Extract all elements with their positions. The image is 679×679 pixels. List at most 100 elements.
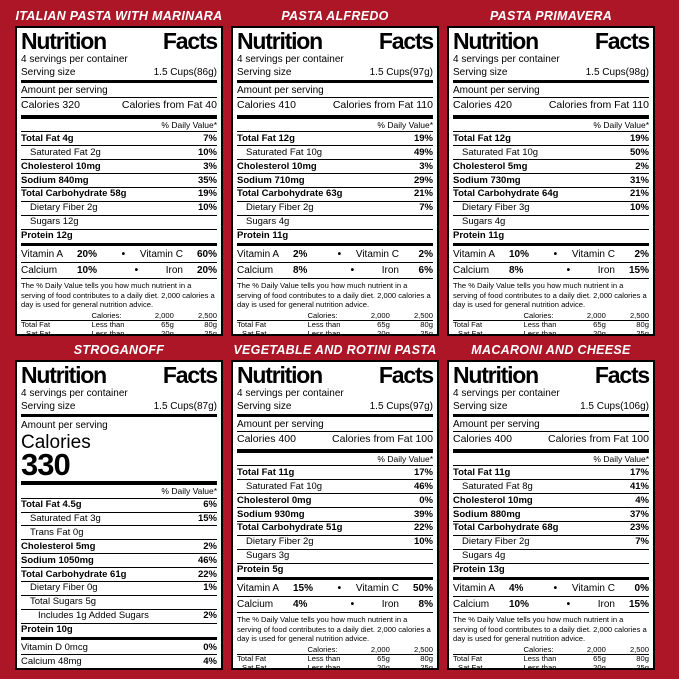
nutrient-name: Total Fat 12g (453, 132, 511, 144)
nutrient-rows: Total Fat 11g 17% Saturated Fat 8g 41% Chole… (453, 466, 649, 576)
nutrient-daily-value: 35% (197, 174, 217, 186)
nutrient-rows: Total Fat 4g 7% Saturated Fat 2g 10% Cholest… (21, 132, 217, 242)
nutrient-name: Protein 12g (21, 230, 73, 242)
nutrient-daily-value: 41% (629, 480, 649, 492)
nutrient-row: Sodium 710mg 29% (237, 173, 433, 187)
ref-col-2000: 2,000 (586, 310, 606, 320)
divider-thick (21, 480, 217, 486)
divider-thick (21, 114, 217, 120)
divider-medium (21, 243, 217, 247)
ref-col-2500: 2,500 (197, 310, 217, 320)
nutrient-daily-value: 50% (629, 146, 649, 158)
reference-value-2000: 20g (593, 663, 606, 670)
serving-size-value: 1.5 Cups(86g) (153, 66, 217, 78)
vitamin-name: Iron (381, 265, 399, 277)
reference-qualifier: Less than (307, 654, 341, 664)
classic-calories-section: Amount per serving Calories 400 Calories… (453, 418, 649, 447)
nutrient-daily-value: 39% (413, 508, 433, 520)
nutrient-row: Saturated Fat 10g 46% (237, 479, 433, 493)
nutrient-name: Sodium 710mg (237, 174, 305, 186)
vitamin-value: 15% (628, 265, 649, 277)
ref-header-spacer (237, 311, 308, 320)
nutrient-daily-value: 2% (203, 610, 217, 622)
nutrient-name: Dietary Fiber 2g (246, 536, 314, 548)
vitamin-value: 20% (196, 265, 217, 277)
calories-row: Calories 400 Calories from Fat 100 (453, 432, 649, 447)
nutrient-rows: Total Fat 11g 17% Saturated Fat 10g 46% Chol… (237, 466, 433, 576)
reference-name: Total Fat (453, 320, 483, 330)
nutrient-name: Vitamin D 0mcg (21, 641, 88, 653)
bullet-separator: • (566, 265, 571, 277)
daily-value-header: % Daily Value* (237, 120, 433, 133)
calories-text: Calories 410 (237, 99, 296, 112)
ref-header-spacer (21, 311, 92, 320)
reference-table-header: Calories: 2,000 2,500 (237, 311, 433, 322)
nutrient-row: Total Fat 11g 17% (453, 466, 649, 479)
nutrient-row: Sugars 3g (237, 548, 433, 563)
vitamin-value: 60% (196, 249, 217, 261)
nutrient-name: Cholesterol 5mg (453, 160, 528, 172)
ref-col-2500: 2,500 (629, 644, 649, 654)
nutrient-name: Saturated Fat 10g (246, 480, 323, 492)
reference-qualifier: Less than (523, 329, 557, 336)
bullet-separator: • (134, 265, 139, 277)
bullet-separator: • (350, 599, 355, 611)
vitamin-row: Calcium 10% • Iron 15% (453, 597, 649, 614)
vitamin-name: Vitamin A (21, 249, 64, 261)
vitamin-row: Vitamin A 20% • Vitamin C 60% (21, 247, 217, 264)
servings-per-container: 4 servings per container (237, 54, 344, 66)
nutrient-rows: Total Fat 4.5g 6% Saturated Fat 3g 15% Trans… (21, 499, 217, 637)
amount-per-serving: Amount per serving (237, 84, 433, 99)
vitamin-name: Iron (597, 265, 615, 277)
divider-thick (453, 114, 649, 120)
vitamin-value: 50% (412, 583, 433, 595)
nutrient-daily-value: 15% (197, 513, 217, 525)
nutrient-name: Dietary Fiber 2g (30, 202, 98, 214)
nutrient-daily-value: 0% (419, 494, 433, 506)
bullet-separator: • (553, 583, 558, 595)
divider-medium (21, 637, 217, 641)
divider-medium (453, 243, 649, 247)
nutrient-row: Total Carbohydrate 68g 23% (453, 520, 649, 535)
nutrient-row: Cholesterol 10mg 4% (453, 493, 649, 507)
reference-value-2000: 20g (377, 329, 390, 336)
nutrient-daily-value: 21% (413, 188, 433, 200)
vitamin-name: Iron (165, 265, 183, 277)
nutrient-daily-value: 19% (629, 132, 649, 144)
product-title: ITALIAN PASTA WITH MARINARA (15, 9, 223, 23)
nutrient-row: Total Sugars 5g (21, 594, 217, 609)
nutrition-facts-panel: Nutrition Facts 4 servings per container… (447, 26, 655, 336)
reference-value-2500: 80g (420, 654, 433, 664)
nutrient-daily-value: 10% (197, 202, 217, 214)
nutrient-row: Sodium 880mg 37% (453, 507, 649, 521)
calories-from-fat: Calories from Fat 100 (548, 433, 649, 446)
nutrient-row: Sodium 730mg 31% (453, 173, 649, 187)
reference-name: Sat Fat (242, 663, 267, 670)
nutrient-row: Protein 11g (237, 228, 433, 243)
reference-value-2000: 20g (377, 663, 390, 670)
serving-size-row: Serving size 1.5 Cups(86g) (21, 67, 217, 80)
reference-row: Total Fat Less than 65g 80g (237, 320, 433, 330)
nutrient-name: Total Fat 11g (453, 466, 511, 478)
vitamin-rows: Vitamin A 4% • Vitamin C 0% Calcium 10% • Iron 15… (453, 581, 649, 614)
reference-name: Total Fat (237, 320, 267, 330)
nutrient-daily-value: 37% (629, 508, 649, 520)
nutrient-daily-value: 7% (635, 536, 649, 548)
reference-value-2000: 65g (377, 654, 390, 664)
vitamin-row: Vitamin A 10% • Vitamin C 2% (453, 247, 649, 264)
vitamin-value: 0% (634, 583, 649, 595)
nutrient-row: Cholesterol 0mg 0% (237, 493, 433, 507)
nutrient-row: Dietary Fiber 2g 10% (21, 200, 217, 215)
vitamin-value: 10% (77, 265, 98, 277)
nutrition-label-card: STROGANOFF Nutrition Facts 4 servings pe… (15, 339, 223, 670)
vitamin-value: 2% (293, 249, 308, 261)
divider-medium (237, 243, 433, 247)
nutrient-daily-value: 10% (197, 146, 217, 158)
nutrient-row: Sodium 840mg 35% (21, 173, 217, 187)
nutrient-name: Total Fat 4.5g (21, 499, 82, 511)
nutrition-facts-panel: Nutrition Facts 4 servings per container… (15, 26, 223, 336)
daily-value-header: % Daily Value* (453, 454, 649, 467)
nutrient-row: Cholesterol 10mg 3% (237, 159, 433, 173)
reference-value-2500: 25g (636, 663, 649, 670)
vitamin-value: 20% (77, 249, 98, 261)
